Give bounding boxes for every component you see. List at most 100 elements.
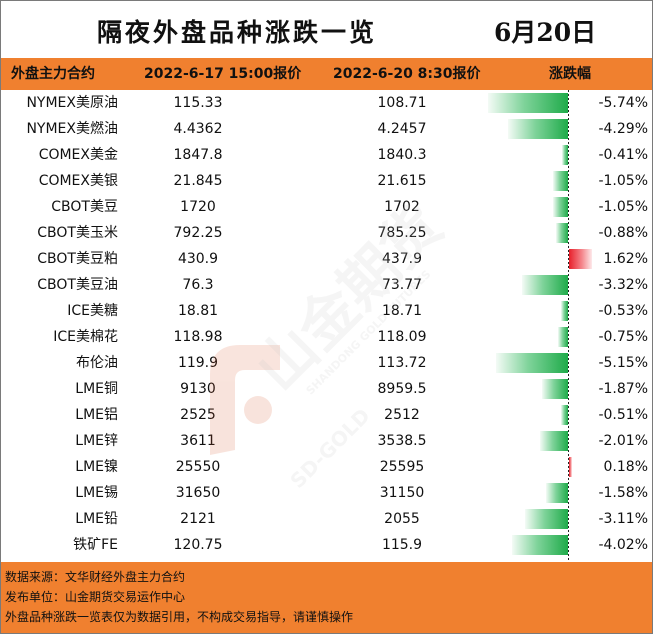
footer-publisher: 发布单位：山金期货交易运作中心	[5, 590, 186, 604]
change-percent: -0.53%	[598, 303, 648, 319]
price-0617: 76.3	[182, 277, 214, 293]
contract-name: 铁矿FE	[73, 537, 118, 553]
price-0617: 31650	[175, 485, 221, 501]
page-title: 隔夜外盘品种涨跌一览	[97, 18, 378, 47]
change-percent: -1.87%	[598, 381, 648, 397]
contract-name: CBOT美豆	[51, 199, 118, 215]
report-date: 6月20日	[494, 18, 597, 47]
change-percent: -3.11%	[598, 511, 648, 527]
change-percent: -5.15%	[598, 355, 648, 371]
change-percent: -0.51%	[598, 407, 648, 423]
change-percent: -4.02%	[598, 537, 648, 553]
change-bar-positive	[569, 457, 572, 477]
change-percent: -1.05%	[598, 199, 648, 215]
price-0620: 2512	[384, 407, 420, 423]
change-percent: 0.18%	[603, 459, 648, 475]
price-0620: 21.615	[377, 173, 427, 189]
price-0620: 1840.3	[377, 147, 427, 163]
footer: 数据来源：文华财经外盘主力合约 发布单位：山金期货交易运作中心 外盘品种涨跌一览…	[1, 562, 652, 633]
price-0620: 108.71	[377, 95, 427, 111]
price-0617: 2121	[180, 511, 216, 527]
price-0617: 25550	[175, 459, 221, 475]
contract-name: CBOT美玉米	[37, 225, 118, 241]
change-percent: -1.58%	[598, 485, 648, 501]
change-percent: -0.75%	[598, 329, 648, 345]
table-row: COMEX美银 21.845 21.615 -1.05%	[1, 168, 652, 194]
price-0620: 1702	[384, 199, 420, 215]
price-0620: 118.09	[377, 329, 427, 345]
price-0620: 73.77	[381, 277, 423, 293]
change-bar-negative	[557, 327, 568, 347]
price-0617: 1847.8	[173, 147, 223, 163]
table-row: NYMEX美原油 115.33 108.71 -5.74%	[1, 90, 652, 116]
table-header: 外盘主力合约 2022-6-17 15:00报价 2022-6-20 8:30报…	[1, 58, 652, 90]
table-row: LME锡 31650 31150 -1.58%	[1, 480, 652, 506]
contract-name: ICE美棉花	[53, 329, 118, 345]
table-row: 铁矿FE 120.75 115.9 -4.02%	[1, 532, 652, 558]
contract-name: LME铝	[75, 407, 118, 423]
price-0617: 18.81	[177, 303, 219, 319]
contract-name: CBOT美豆粕	[37, 251, 118, 267]
table-row: CBOT美玉米 792.25 785.25 -0.88%	[1, 220, 652, 246]
change-bar-negative	[560, 301, 568, 321]
change-percent: -1.05%	[598, 173, 648, 189]
price-0620: 785.25	[377, 225, 427, 241]
contract-name: LME锡	[75, 485, 118, 501]
change-bar-negative	[560, 405, 568, 425]
change-bar-negative	[524, 509, 568, 529]
zero-axis-line	[568, 90, 569, 562]
header-price2: 2022-6-20 8:30报价	[333, 66, 481, 82]
table-row: LME铅 2121 2055 -3.11%	[1, 506, 652, 532]
price-0620: 4.2457	[377, 121, 427, 137]
table-row: COMEX美金 1847.8 1840.3 -0.41%	[1, 142, 652, 168]
change-percent: -4.29%	[598, 121, 648, 137]
price-0617: 430.9	[177, 251, 219, 267]
contract-name: LME镍	[75, 459, 118, 475]
change-bar-negative	[553, 171, 568, 191]
price-0620: 3538.5	[377, 433, 427, 449]
table-row: LME锌 3611 3538.5 -2.01%	[1, 428, 652, 454]
price-0617: 21.845	[173, 173, 223, 189]
price-0620: 2055	[384, 511, 420, 527]
change-percent: 1.62%	[603, 251, 648, 267]
table-row: CBOT美豆粕 430.9 437.9 1.62%	[1, 246, 652, 272]
price-0617: 119.9	[177, 355, 219, 371]
price-0617: 115.33	[173, 95, 223, 111]
price-0620: 25595	[379, 459, 425, 475]
change-bar-negative	[521, 275, 568, 295]
contract-name: 布伦油	[76, 355, 118, 371]
change-bar-positive	[569, 249, 592, 269]
contract-name: LME锌	[75, 433, 118, 449]
table-row: LME铝 2525 2512 -0.51%	[1, 402, 652, 428]
price-0617: 9130	[180, 381, 216, 397]
contract-name: CBOT美豆油	[37, 277, 118, 293]
change-bar-negative	[545, 483, 568, 503]
table-row: LME镍 25550 25595 0.18%	[1, 454, 652, 480]
change-bar-negative	[496, 353, 568, 373]
contract-name: LME铜	[75, 381, 118, 397]
table-body: NYMEX美原油 115.33 108.71 -5.74% NYMEX美燃油 4.4362…	[1, 90, 652, 562]
change-percent: -3.32%	[598, 277, 648, 293]
change-percent: -0.88%	[598, 225, 648, 241]
price-0617: 2525	[180, 407, 216, 423]
change-bar-negative	[488, 93, 568, 113]
table-row: ICE美棉花 118.98 118.09 -0.75%	[1, 324, 652, 350]
contract-name: COMEX美金	[38, 147, 118, 163]
title-bar: 隔夜外盘品种涨跌一览 6月20日	[1, 1, 652, 58]
change-percent: -0.41%	[598, 147, 648, 163]
contract-name: LME铅	[75, 511, 118, 527]
table-row: 布伦油 119.9 113.72 -5.15%	[1, 350, 652, 376]
change-bar-negative	[553, 197, 568, 217]
footer-source: 数据来源：文华财经外盘主力合约	[5, 570, 186, 584]
price-0617: 1720	[180, 199, 216, 215]
contract-name: NYMEX美燃油	[26, 121, 118, 137]
price-0620: 31150	[379, 485, 425, 501]
change-bar-negative	[541, 379, 568, 399]
header-change: 涨跌幅	[549, 66, 591, 82]
price-0617: 118.98	[173, 329, 223, 345]
table-row: CBOT美豆 1720 1702 -1.05%	[1, 194, 652, 220]
change-percent: -2.01%	[598, 433, 648, 449]
price-0620: 8959.5	[377, 381, 427, 397]
header-price1: 2022-6-17 15:00报价	[144, 66, 302, 82]
price-0620: 115.9	[381, 537, 423, 553]
